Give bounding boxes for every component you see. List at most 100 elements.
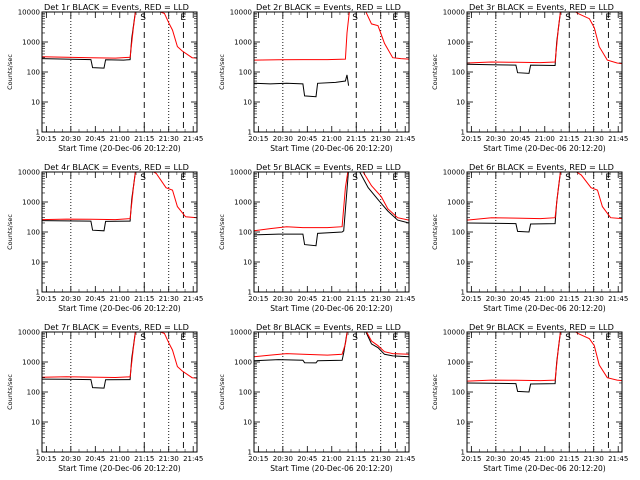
x-tick-label: 21:30	[584, 455, 604, 463]
chart-title: Det 5r BLACK = Events, RED = LLD	[256, 162, 401, 172]
x-tick-label: 20:45	[297, 295, 317, 303]
series-line-events	[254, 172, 409, 247]
x-tick-label: 21:30	[159, 135, 179, 143]
chart-title: Det 8r BLACK = Events, RED = LLD	[256, 322, 401, 332]
x-axis-label: Start Time (20-Dec-06 20:12:20)	[483, 464, 605, 473]
chart-title: Det 2r BLACK = Events, RED = LLD	[256, 2, 401, 12]
chart-panel-8: Det 8r BLACK = Events, RED = LLD Counts/s…	[218, 322, 415, 473]
marker-label-e: E	[605, 333, 611, 343]
x-tick-label: 21:15	[134, 295, 154, 303]
marker-label-e: E	[180, 333, 186, 343]
series-group	[467, 332, 622, 393]
y-tick-label: 100	[27, 69, 40, 77]
x-tick-label: 20:15	[248, 135, 268, 143]
marker-label-s: S	[352, 13, 358, 23]
y-tick-label: 10	[456, 259, 465, 267]
x-tick-label: 21:00	[110, 135, 130, 143]
chart-panel-2: Det 2r BLACK = Events, RED = LLD Counts/s…	[218, 2, 415, 153]
y-tick-label: 1	[461, 449, 465, 457]
plot-frame	[253, 331, 410, 453]
x-tick-label: 21:00	[535, 455, 555, 463]
y-tick-label: 10000	[230, 329, 252, 337]
x-tick-label: 20:15	[461, 135, 481, 143]
y-axis-label: Counts/sec	[431, 54, 439, 90]
x-tick-label: 21:45	[608, 135, 628, 143]
chart-panel-1: Det 1r BLACK = Events, RED = LLD Counts/s…	[6, 2, 203, 153]
x-axis-label: Start Time (20-Dec-06 20:12:20)	[58, 144, 180, 153]
series-line-lld	[42, 332, 197, 379]
chart-title: Det 1r BLACK = Events, RED = LLD	[44, 2, 189, 12]
x-tick-label: 21:00	[322, 295, 342, 303]
x-axis-label: Start Time (20-Dec-06 20:12:20)	[270, 144, 392, 153]
y-tick-label: 10000	[18, 169, 40, 177]
x-tick-label: 21:15	[346, 455, 366, 463]
series-group	[254, 12, 409, 98]
x-tick-label: 20:45	[297, 135, 317, 143]
y-tick-label: 10	[243, 99, 252, 107]
series-line-events	[467, 172, 561, 233]
y-tick-label: 10	[31, 99, 40, 107]
chart-panel-6: Det 6r BLACK = Events, RED = LLD Counts/s…	[431, 162, 628, 313]
x-tick-label: 21:30	[371, 135, 391, 143]
x-axis-label: Start Time (20-Dec-06 20:12:20)	[270, 304, 392, 313]
x-tick-label: 21:30	[584, 135, 604, 143]
y-tick-label: 1000	[22, 199, 40, 207]
y-tick-label: 10000	[443, 329, 465, 337]
y-tick-label: 100	[452, 69, 465, 77]
series-group	[42, 172, 197, 232]
y-tick-label: 1000	[22, 359, 40, 367]
x-tick-label: 20:30	[486, 455, 506, 463]
plot-frame	[466, 331, 623, 453]
y-tick-label: 1	[248, 289, 252, 297]
y-tick-label: 100	[239, 69, 252, 77]
x-tick-label: 20:30	[273, 295, 293, 303]
chart-title: Det 9r BLACK = Events, RED = LLD	[469, 322, 614, 332]
x-tick-label: 21:30	[159, 455, 179, 463]
x-tick-label: 20:45	[85, 295, 105, 303]
y-axis-label: Counts/sec	[6, 374, 14, 410]
series-line-lld	[467, 12, 622, 65]
y-tick-label: 1	[461, 289, 465, 297]
x-tick-label: 21:00	[322, 455, 342, 463]
y-tick-label: 10000	[443, 169, 465, 177]
y-tick-label: 100	[452, 229, 465, 237]
chart-panel-4: Det 4r BLACK = Events, RED = LLD Counts/s…	[6, 162, 203, 313]
y-tick-label: 10	[243, 419, 252, 427]
y-tick-label: 10	[456, 419, 465, 427]
x-tick-label: 21:15	[559, 455, 579, 463]
x-tick-label: 20:15	[461, 295, 481, 303]
marker-label-s: S	[565, 13, 571, 23]
plot-frame	[41, 171, 198, 293]
marker-label-e: E	[180, 13, 186, 23]
series-group	[42, 12, 197, 69]
marker-label-s: S	[352, 173, 358, 183]
x-tick-label: 21:15	[346, 135, 366, 143]
y-tick-label: 100	[27, 389, 40, 397]
marker-label-s: S	[565, 173, 571, 183]
x-tick-label: 20:15	[461, 455, 481, 463]
x-tick-label: 21:00	[535, 295, 555, 303]
chart-title: Det 3r BLACK = Events, RED = LLD	[469, 2, 614, 12]
x-tick-label: 20:45	[85, 135, 105, 143]
series-line-events	[42, 12, 136, 69]
series-line-lld	[254, 172, 409, 232]
x-tick-label: 21:15	[559, 135, 579, 143]
series-line-events	[467, 332, 561, 393]
marker-label-s: S	[140, 13, 146, 23]
x-tick-label: 21:30	[584, 295, 604, 303]
y-tick-label: 1	[461, 129, 465, 137]
marker-label-s: S	[140, 333, 146, 343]
x-axis-label: Start Time (20-Dec-06 20:12:20)	[483, 304, 605, 313]
x-tick-label: 20:15	[36, 455, 56, 463]
chart-panel-3: Det 3r BLACK = Events, RED = LLD Counts/s…	[431, 2, 628, 153]
y-tick-label: 10000	[18, 329, 40, 337]
series-group	[254, 332, 409, 364]
x-tick-label: 20:15	[36, 135, 56, 143]
y-tick-label: 10	[243, 259, 252, 267]
y-axis-label: Counts/sec	[431, 214, 439, 250]
x-tick-label: 20:30	[486, 135, 506, 143]
chart-panel-9: Det 9r BLACK = Events, RED = LLD Counts/s…	[431, 322, 628, 473]
series-line-lld	[42, 12, 197, 59]
y-tick-label: 1	[248, 129, 252, 137]
series-line-lld	[467, 332, 622, 382]
